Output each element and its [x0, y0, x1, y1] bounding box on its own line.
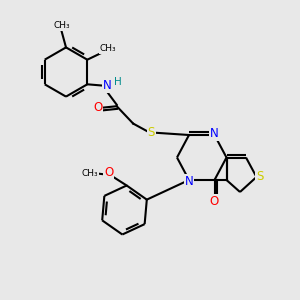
Text: CH₃: CH₃	[82, 169, 98, 178]
Text: S: S	[148, 125, 155, 139]
Text: N: N	[184, 175, 194, 188]
Text: O: O	[93, 101, 102, 114]
Text: O: O	[210, 195, 219, 208]
Text: CH₃: CH₃	[53, 21, 70, 30]
Text: CH₃: CH₃	[100, 44, 117, 53]
Text: N: N	[103, 79, 112, 92]
Text: H: H	[114, 77, 122, 87]
Text: O: O	[104, 166, 113, 179]
Text: N: N	[210, 127, 219, 140]
Text: S: S	[256, 170, 264, 184]
